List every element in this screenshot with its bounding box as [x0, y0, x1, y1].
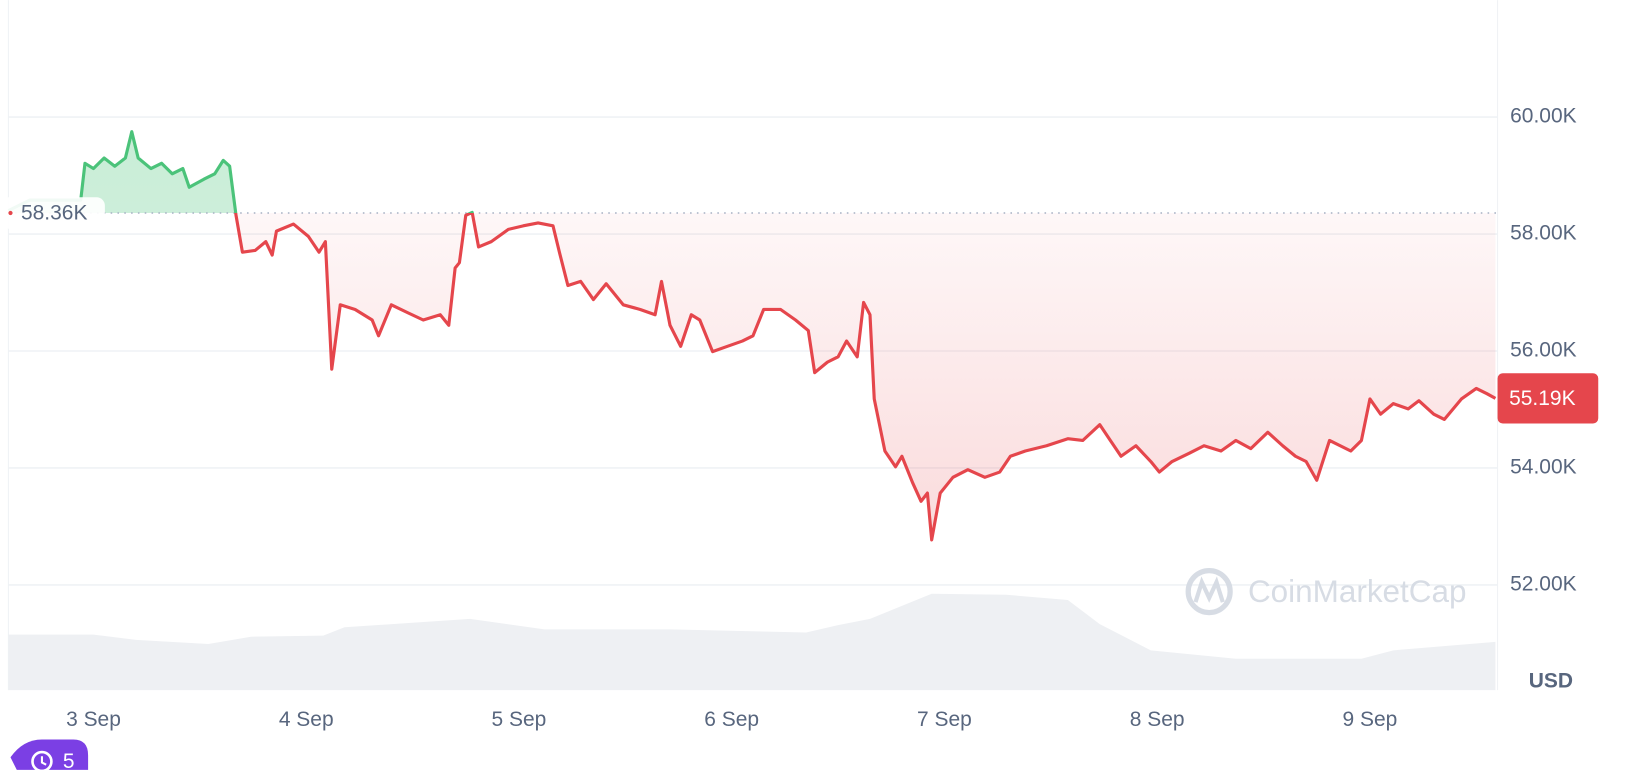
last-price-badge — [1497, 373, 1599, 424]
history-icon-hands — [40, 756, 47, 766]
watermark-logo — [1185, 568, 1233, 616]
last-price-label: 55.19K — [1509, 387, 1575, 410]
history-icon — [31, 750, 53, 770]
y-tick-label: 54.00K — [1510, 456, 1576, 479]
area-up — [8, 131, 1496, 213]
x-tick-label: 5 Sep — [492, 708, 547, 731]
watermark: CoinMarketCap — [1185, 568, 1467, 616]
baseline-label-bg — [0, 197, 105, 229]
y-tick-label: 60.00K — [1510, 105, 1576, 128]
price-line-down — [234, 212, 1497, 542]
baseline-dot — [8, 210, 13, 216]
x-tick-label: 8 Sep — [1130, 708, 1185, 731]
area-down — [235, 212, 1496, 540]
history-badge[interactable]: 5 — [10, 739, 89, 770]
volume-area — [8, 593, 1496, 691]
history-count: 5 — [63, 750, 75, 770]
y-tick-label: 56.00K — [1510, 339, 1576, 362]
y-tick-label: 58.00K — [1510, 222, 1576, 245]
watermark-text: CoinMarketCap — [1248, 574, 1467, 609]
labels: 52.00K 54.00K 56.00K 58.00K 60.00K USD 3 Sep 4 … — [0, 105, 1599, 731]
watermark-logo-mark — [1193, 576, 1225, 603]
y-unit: USD — [1529, 669, 1573, 692]
baseline-label: 58.36K — [21, 202, 87, 225]
y-tick-label: 52.00K — [1510, 572, 1576, 595]
x-tick-label: 9 Sep — [1343, 708, 1398, 731]
x-tick-label: 6 Sep — [704, 708, 759, 731]
x-tick-label: 7 Sep — [917, 708, 972, 731]
x-tick-label: 4 Sep — [279, 708, 334, 731]
plot — [7, 130, 1498, 691]
x-tick-label: 3 Sep — [66, 708, 121, 731]
